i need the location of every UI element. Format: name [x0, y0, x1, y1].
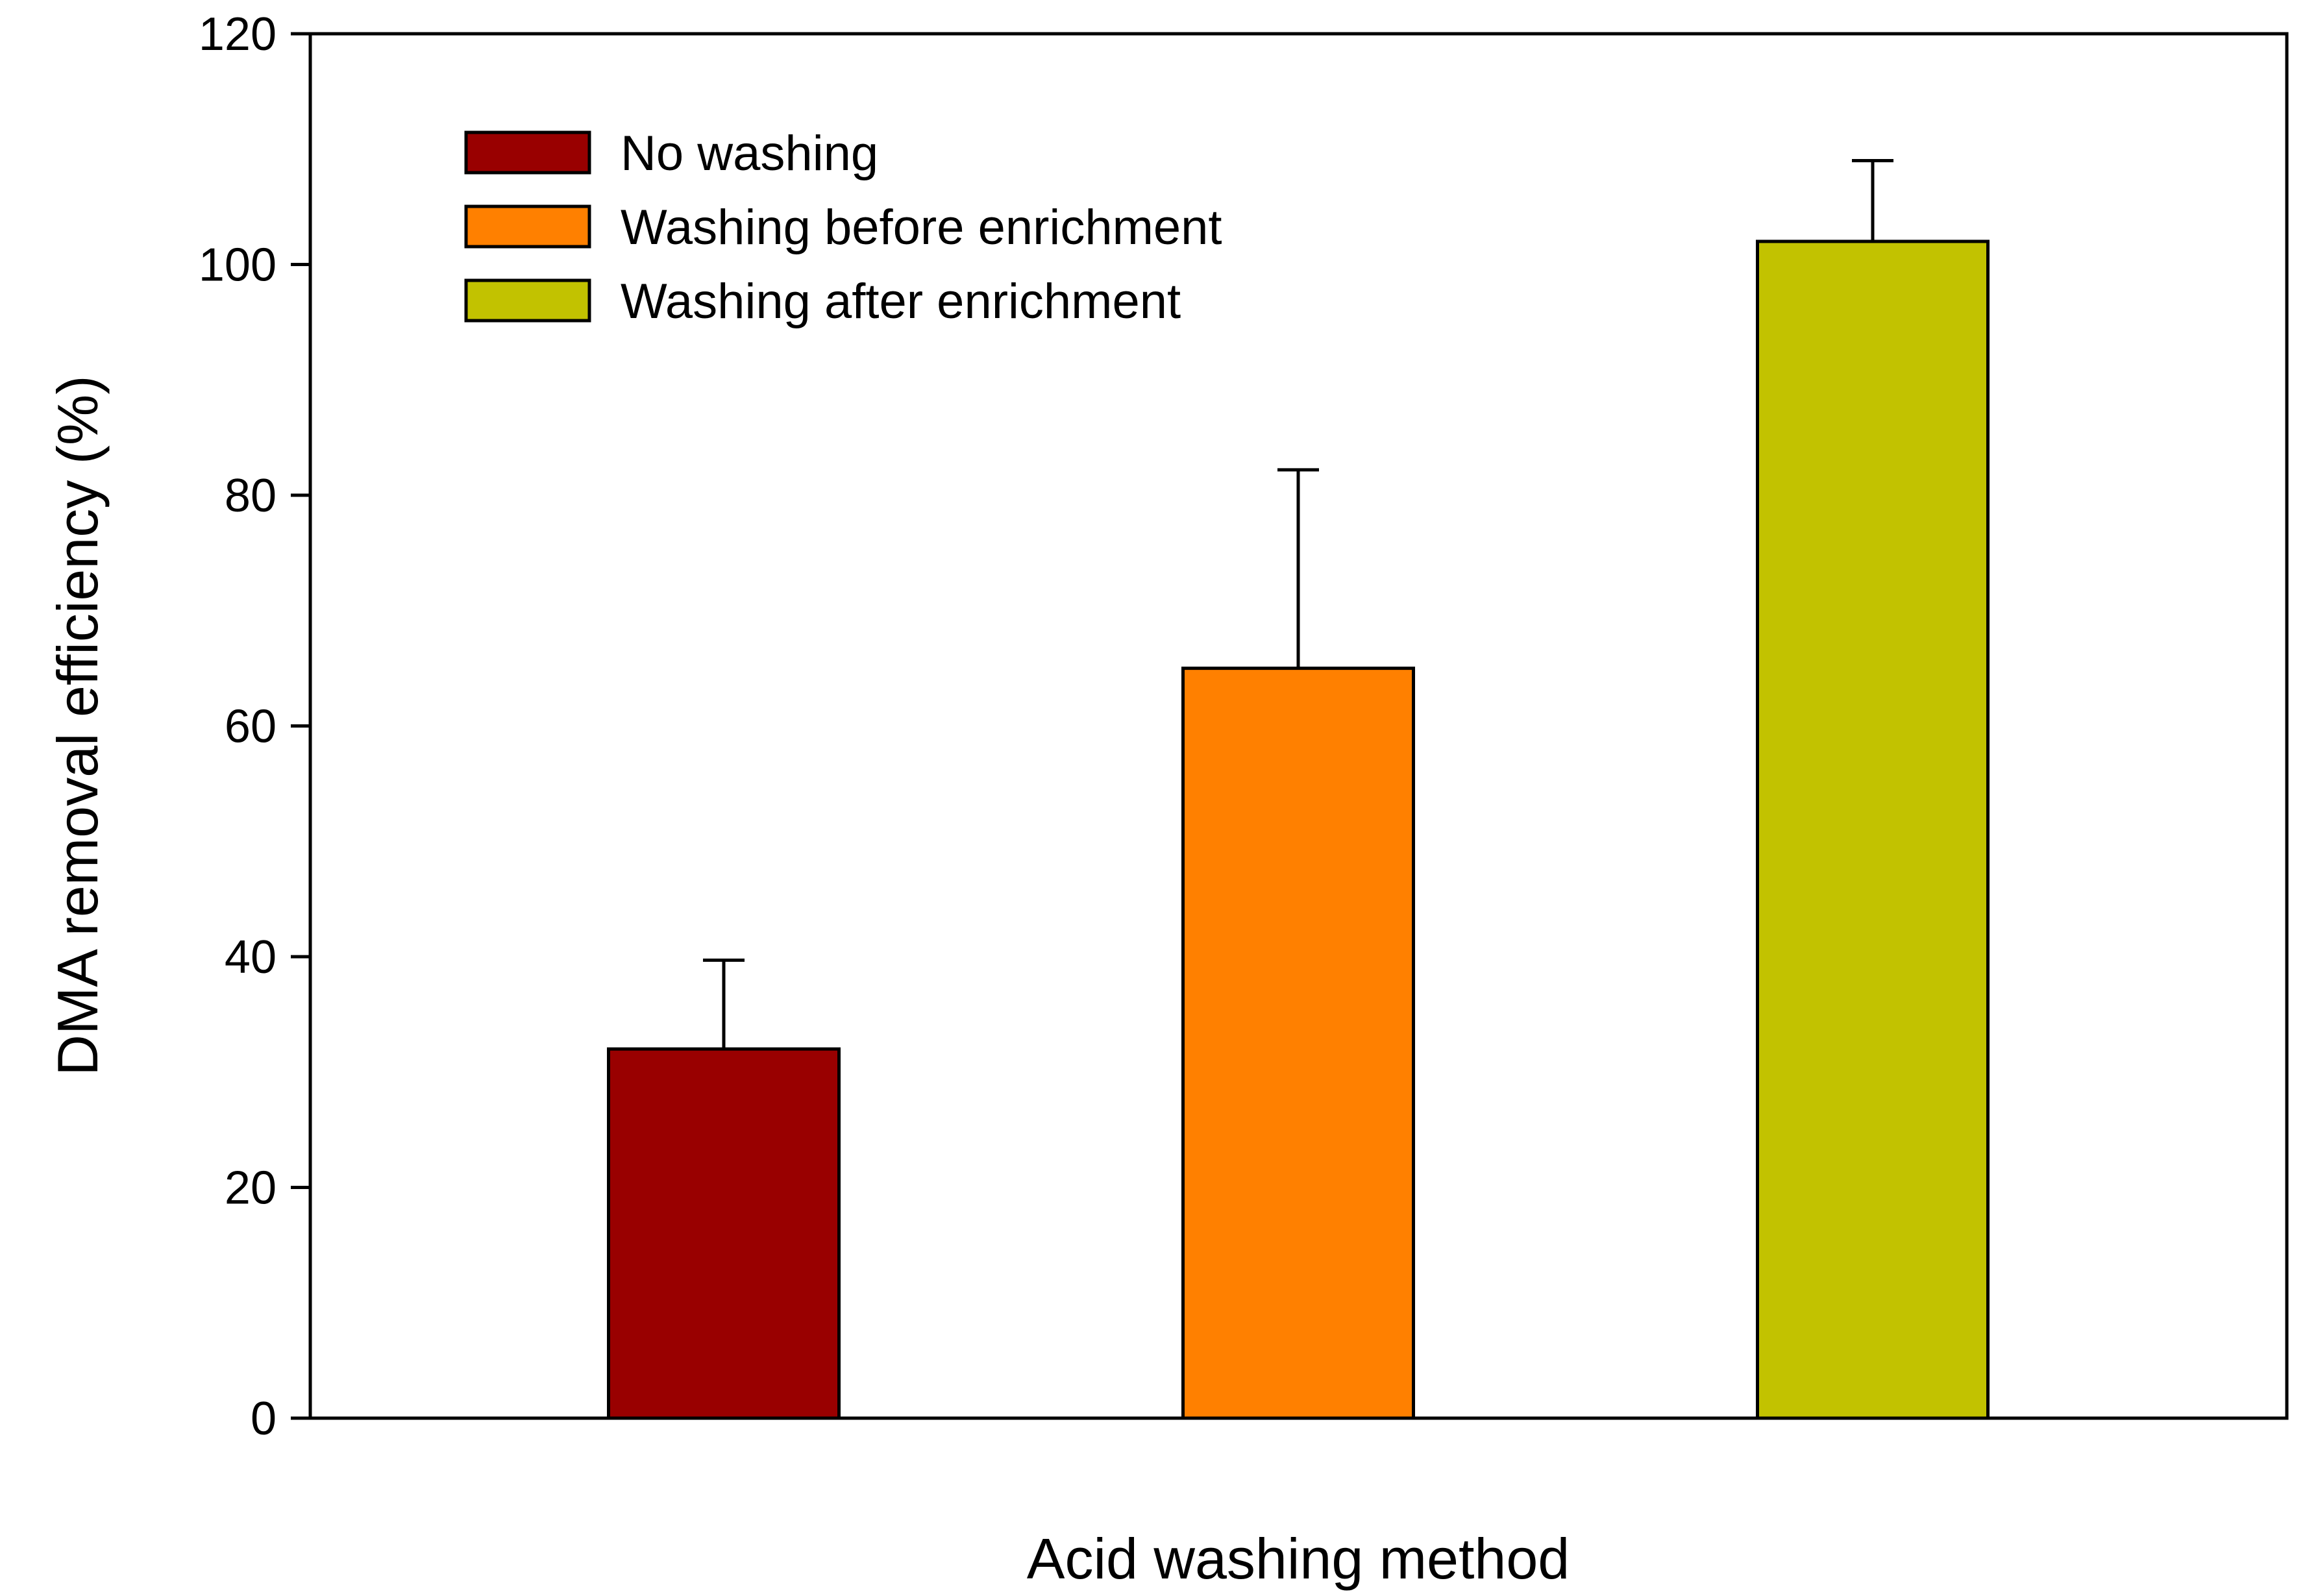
- legend-swatch: [464, 130, 591, 175]
- bar-no-washing: [607, 1047, 841, 1420]
- legend-label: Washing after enrichment: [621, 274, 1181, 329]
- y-axis: 0 20 40 60 80 100 120: [199, 8, 310, 1445]
- legend-label: No washing: [621, 126, 878, 181]
- bar-washing-before-enrichment: [1181, 667, 1415, 1420]
- error-bars-layer: [703, 159, 1893, 1050]
- y-tick-label: 80: [225, 470, 277, 522]
- legend: No washing Washing before enrichment Washi…: [464, 126, 1222, 329]
- legend-swatch: [464, 204, 591, 249]
- y-tick-label: 20: [225, 1162, 277, 1214]
- x-axis-title: Acid washing method: [1027, 1527, 1570, 1591]
- y-axis-title: DMA removal efficiency (%): [45, 375, 110, 1075]
- bar-washing-after-enrichment: [1756, 239, 1990, 1420]
- y-tick-label: 100: [199, 239, 277, 291]
- legend-swatch: [464, 278, 591, 323]
- y-tick-label: 40: [225, 931, 277, 983]
- y-tick-label: 120: [199, 8, 277, 60]
- legend-label: Washing before enrichment: [621, 200, 1222, 255]
- y-tick-label: 0: [251, 1393, 277, 1445]
- y-tick-label: 60: [225, 701, 277, 753]
